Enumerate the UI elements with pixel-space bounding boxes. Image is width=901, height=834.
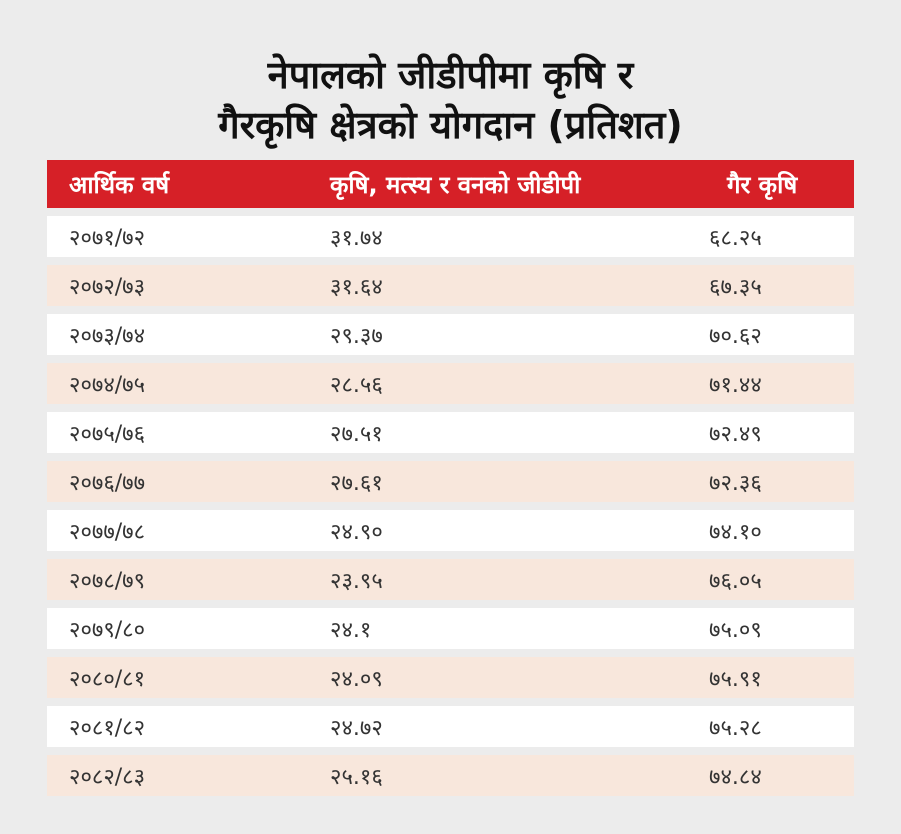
- gdp-table: आर्थिक वर्ष कृषि, मत्स्य र वनको जीडीपी ग…: [47, 160, 854, 796]
- header-agriculture: कृषि, मत्स्य र वनको जीडीपी: [330, 170, 581, 199]
- cell-agriculture: २९.३७: [330, 323, 383, 349]
- cell-non-agriculture: ६७.३५: [709, 274, 762, 300]
- cell-fiscal-year: २०७३/७४: [69, 323, 146, 349]
- cell-agriculture: २५.१६: [330, 764, 383, 790]
- table-row: २०७३/७४ २९.३७ ७०.६२: [47, 314, 854, 355]
- cell-fiscal-year: २०७५/७६: [69, 421, 146, 447]
- cell-non-agriculture: ७२.३६: [709, 470, 762, 496]
- cell-non-agriculture: ७०.६२: [709, 323, 762, 349]
- cell-non-agriculture: ७४.१०: [709, 519, 762, 545]
- cell-agriculture: २४.९०: [330, 519, 383, 545]
- header-non-agriculture: गैर कृषि: [727, 170, 798, 199]
- title-line-1: नेपालको जीडीपीमा कृषि र: [267, 53, 634, 97]
- cell-fiscal-year: २०७२/७३: [69, 274, 146, 300]
- cell-fiscal-year: २०७७/७८: [69, 519, 146, 545]
- table-row: २०८१/८२ २४.७२ ७५.२८: [47, 706, 854, 747]
- cell-agriculture: २३.९५: [330, 568, 383, 594]
- table-row: २०७५/७६ २७.५१ ७२.४९: [47, 412, 854, 453]
- cell-agriculture: ३१.६४: [330, 274, 383, 300]
- cell-non-agriculture: ७५.२८: [709, 715, 762, 741]
- table-row: २०७७/७८ २४.९० ७४.१०: [47, 510, 854, 551]
- cell-fiscal-year: २०८०/८१: [69, 666, 146, 692]
- cell-fiscal-year: २०७१/७२: [69, 225, 146, 251]
- table-row: २०८२/८३ २५.१६ ७४.८४: [47, 755, 854, 796]
- cell-agriculture: २७.५१: [330, 421, 383, 447]
- table-row: २०७१/७२ ३१.७४ ६८.२५: [47, 216, 854, 257]
- table-row: २०७२/७३ ३१.६४ ६७.३५: [47, 265, 854, 306]
- cell-non-agriculture: ७४.८४: [709, 764, 762, 790]
- cell-non-agriculture: ६८.२५: [709, 225, 762, 251]
- cell-non-agriculture: ७५.९१: [709, 666, 762, 692]
- cell-non-agriculture: ७१.४४: [709, 372, 762, 398]
- cell-fiscal-year: २०८१/८२: [69, 715, 146, 741]
- table-row: २०८०/८१ २४.०९ ७५.९१: [47, 657, 854, 698]
- cell-agriculture: २४.१: [330, 617, 372, 643]
- page-title: नेपालको जीडीपीमा कृषि र गैरकृषि क्षेत्रक…: [0, 50, 901, 150]
- table-row: २०७४/७५ २८.५६ ७१.४४: [47, 363, 854, 404]
- cell-fiscal-year: २०७८/७९: [69, 568, 146, 594]
- table-row: २०७६/७७ २७.६१ ७२.३६: [47, 461, 854, 502]
- cell-agriculture: २७.६१: [330, 470, 383, 496]
- cell-non-agriculture: ७६.०५: [709, 568, 762, 594]
- cell-agriculture: २८.५६: [330, 372, 383, 398]
- title-line-2: गैरकृषि क्षेत्रको योगदान (प्रतिशत): [218, 103, 683, 147]
- cell-agriculture: ३१.७४: [330, 225, 383, 251]
- cell-agriculture: २४.०९: [330, 666, 383, 692]
- cell-agriculture: २४.७२: [330, 715, 383, 741]
- cell-fiscal-year: २०८२/८३: [69, 764, 146, 790]
- cell-fiscal-year: २०७६/७७: [69, 470, 146, 496]
- cell-fiscal-year: २०७४/७५: [69, 372, 146, 398]
- cell-non-agriculture: ७२.४९: [709, 421, 762, 447]
- table-row: २०७८/७९ २३.९५ ७६.०५: [47, 559, 854, 600]
- header-fiscal-year: आर्थिक वर्ष: [69, 170, 170, 199]
- cell-non-agriculture: ७५.०९: [709, 617, 762, 643]
- cell-fiscal-year: २०७९/८०: [69, 617, 146, 643]
- table-row: २०७९/८० २४.१ ७५.०९: [47, 608, 854, 649]
- table-header: आर्थिक वर्ष कृषि, मत्स्य र वनको जीडीपी ग…: [47, 160, 854, 208]
